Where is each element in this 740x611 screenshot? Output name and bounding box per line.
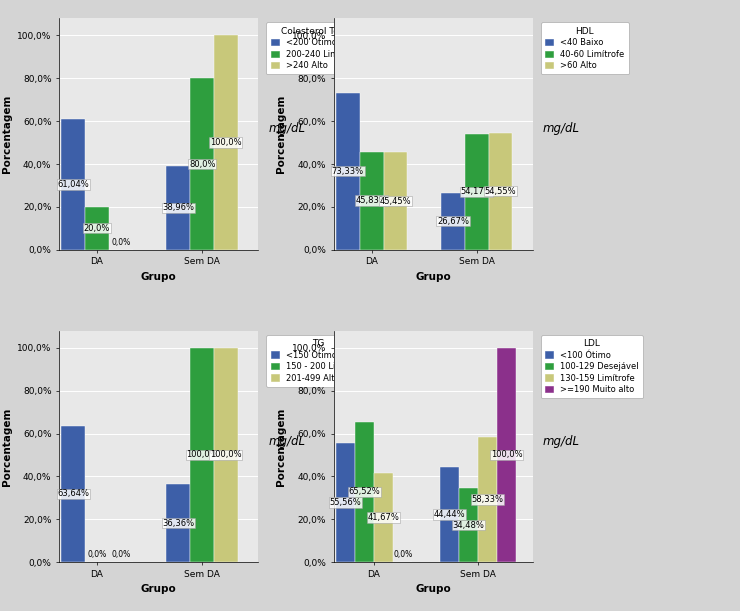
Bar (497, 348, 517, 562)
Text: 65,52%: 65,52% (349, 488, 380, 496)
Bar (374, 473, 393, 562)
Bar (465, 134, 488, 250)
Text: 100,0%: 100,0% (210, 450, 242, 459)
Text: 55,56%: 55,56% (329, 498, 361, 507)
Bar (214, 35, 238, 250)
Bar (360, 152, 383, 250)
Text: 63,64%: 63,64% (57, 489, 90, 499)
Legend: <200 Ótimo, 200-240 Limítrofe, >240 Alto: <200 Ótimo, 200-240 Limítrofe, >240 Alto (266, 23, 364, 75)
Bar (488, 133, 513, 250)
Bar (459, 488, 478, 562)
Bar (85, 207, 109, 250)
Bar (440, 467, 459, 562)
Bar (61, 119, 85, 250)
Text: 36,36%: 36,36% (162, 519, 195, 528)
Text: 26,67%: 26,67% (437, 217, 469, 225)
Text: 54,17%: 54,17% (461, 187, 493, 196)
X-axis label: Grupo: Grupo (415, 272, 451, 282)
Y-axis label: Porcentagem: Porcentagem (276, 95, 286, 173)
X-axis label: Grupo: Grupo (141, 584, 177, 595)
Legend: <100 Ótimo, 100-129 Desejável, 130-159 Limítrofe, >=190 Muito alto: <100 Ótimo, 100-129 Desejável, 130-159 L… (541, 335, 643, 398)
Text: mg/dL: mg/dL (268, 435, 305, 448)
Text: 100,0%: 100,0% (491, 450, 522, 459)
Legend: <40 Baixo, 40-60 Limítrofe, >60 Alto: <40 Baixo, 40-60 Limítrofe, >60 Alto (541, 23, 628, 75)
Bar (354, 422, 374, 562)
Legend: <150 Ótimo, 150 - 200 Limítrofe, 201-499 Alto: <150 Ótimo, 150 - 200 Limítrofe, 201-499… (266, 335, 369, 387)
Text: 34,48%: 34,48% (452, 521, 484, 530)
Text: 80,0%: 80,0% (189, 159, 215, 169)
Text: 100,0%: 100,0% (186, 450, 218, 459)
Text: 61,04%: 61,04% (57, 180, 89, 189)
Text: 20,0%: 20,0% (84, 224, 110, 233)
Text: mg/dL: mg/dL (542, 435, 579, 448)
Text: 44,44%: 44,44% (434, 510, 465, 519)
Text: 73,33%: 73,33% (332, 167, 364, 176)
X-axis label: Grupo: Grupo (415, 584, 451, 595)
Y-axis label: Porcentagem: Porcentagem (1, 95, 12, 173)
Text: mg/dL: mg/dL (268, 122, 305, 136)
Bar (190, 348, 214, 562)
Bar (166, 166, 190, 250)
Text: 0,0%: 0,0% (111, 238, 130, 246)
Text: 45,83%: 45,83% (356, 196, 388, 205)
Text: 0,0%: 0,0% (87, 550, 107, 559)
Text: 41,67%: 41,67% (368, 513, 400, 522)
Text: 45,45%: 45,45% (380, 197, 411, 205)
Text: 38,96%: 38,96% (162, 203, 195, 213)
Text: 100,0%: 100,0% (210, 138, 242, 147)
Text: mg/dL: mg/dL (542, 122, 579, 136)
Bar (166, 484, 190, 562)
Bar (383, 152, 408, 250)
Bar (335, 443, 354, 562)
Text: 58,33%: 58,33% (471, 495, 504, 504)
Text: 0,0%: 0,0% (111, 550, 130, 559)
Text: 54,55%: 54,55% (485, 187, 517, 196)
Y-axis label: Porcentagem: Porcentagem (1, 408, 12, 486)
Bar (61, 426, 85, 562)
Bar (441, 192, 465, 250)
X-axis label: Grupo: Grupo (141, 272, 177, 282)
Bar (190, 78, 214, 250)
Bar (336, 93, 360, 250)
Bar (478, 437, 497, 562)
Text: 0,0%: 0,0% (393, 550, 412, 559)
Bar (214, 348, 238, 562)
Y-axis label: Porcentagem: Porcentagem (276, 408, 286, 486)
